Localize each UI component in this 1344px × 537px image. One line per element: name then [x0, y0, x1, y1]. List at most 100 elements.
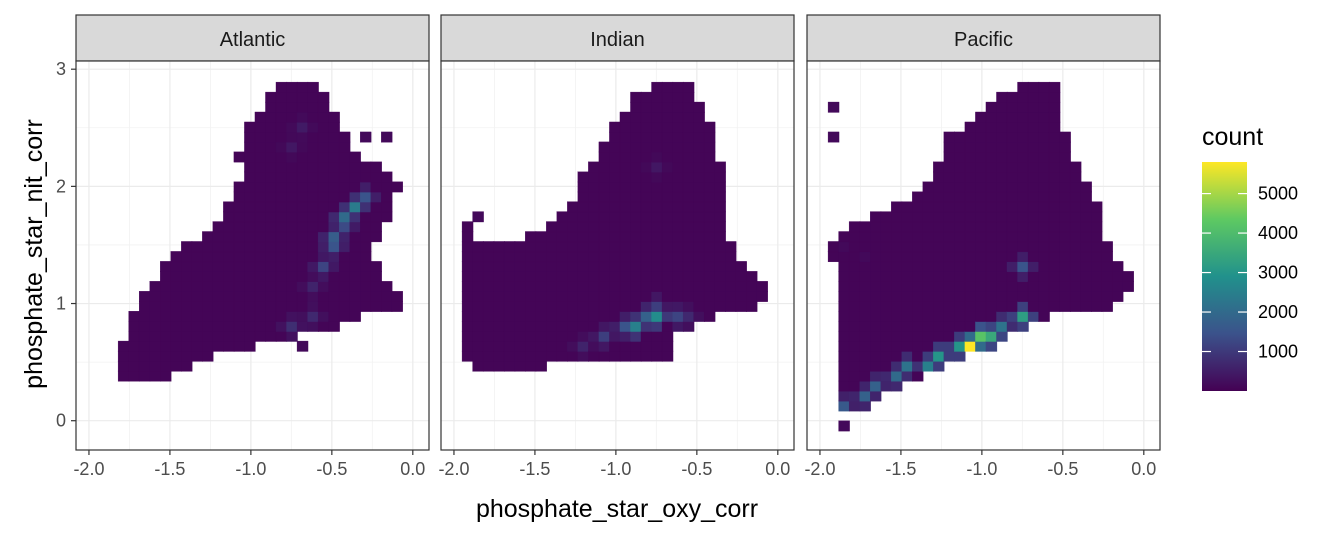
heatmap-bin	[212, 221, 225, 233]
heatmap-bin	[254, 181, 267, 193]
heatmap-bin	[1006, 320, 1019, 332]
heatmap-bin	[556, 251, 568, 263]
heatmap-bin	[714, 181, 726, 193]
heatmap-bin	[244, 320, 256, 332]
heatmap-bin	[954, 281, 966, 292]
heatmap-bin	[682, 91, 695, 103]
heatmap-bin	[619, 161, 632, 173]
heatmap-bin	[985, 171, 998, 183]
heatmap-bin	[714, 251, 726, 263]
heatmap-bin	[307, 211, 319, 223]
heatmap-bin	[640, 301, 653, 312]
heatmap-bin	[525, 311, 537, 322]
heatmap-bin	[212, 251, 225, 263]
heatmap-bin	[1027, 91, 1040, 103]
heatmap-bin	[619, 111, 632, 123]
heatmap-bin	[682, 301, 695, 312]
heatmap-bin	[202, 340, 214, 352]
heatmap-bin	[149, 330, 161, 342]
heatmap-bin	[933, 261, 945, 272]
heatmap-bin	[296, 101, 309, 113]
heatmap-bin	[703, 161, 716, 173]
heatmap-bin	[859, 311, 871, 322]
heatmap-bin	[191, 291, 203, 302]
heatmap-bin	[964, 181, 977, 193]
heatmap-bin	[996, 161, 1008, 173]
heatmap-bin	[577, 330, 590, 342]
heatmap-bin	[682, 101, 695, 113]
heatmap-bin	[328, 311, 340, 322]
heatmap-bin	[630, 281, 642, 292]
heatmap-bin	[472, 320, 484, 332]
heatmap-bin	[838, 380, 850, 392]
x-tick-label: -2.0	[804, 459, 835, 479]
heatmap-bin	[996, 231, 1008, 243]
heatmap-bin	[640, 201, 653, 213]
heatmap-bin	[461, 221, 474, 233]
heatmap-bin	[181, 271, 193, 282]
heatmap-bin	[275, 151, 288, 163]
heatmap-bin	[1038, 221, 1050, 233]
heatmap-bin	[714, 211, 726, 223]
heatmap-bin	[493, 261, 505, 272]
heatmap-bin	[1027, 311, 1040, 322]
heatmap-bin	[1101, 241, 1113, 253]
heatmap-bin	[891, 370, 903, 382]
heatmap-bin	[943, 241, 956, 253]
heatmap-bin	[349, 261, 361, 272]
heatmap-bin	[848, 350, 861, 362]
heatmap-bin	[964, 201, 977, 213]
heatmap-bin	[1017, 191, 1029, 203]
heatmap-bin	[577, 350, 590, 362]
heatmap-bin	[1112, 271, 1124, 282]
heatmap-bin	[212, 340, 225, 352]
heatmap-bin	[1080, 251, 1092, 263]
heatmap-bin	[349, 311, 361, 322]
heatmap-bin	[954, 231, 966, 243]
heatmap-bin	[1059, 151, 1071, 163]
heatmap-bin	[598, 301, 611, 312]
heatmap-bin	[1080, 231, 1092, 243]
heatmap-bin	[503, 251, 516, 263]
heatmap-bin	[233, 340, 246, 352]
heatmap-bin	[985, 191, 998, 203]
heatmap-bin	[307, 171, 319, 183]
heatmap-bin	[651, 131, 663, 143]
heatmap-bin	[859, 400, 871, 412]
x-tick-label: -1.0	[966, 459, 997, 479]
heatmap-bin	[181, 340, 193, 352]
heatmap-bin	[170, 291, 182, 302]
heatmap-bin	[1027, 191, 1040, 203]
heatmap-bin	[746, 291, 758, 302]
heatmap-bin	[1059, 231, 1071, 243]
heatmap-bin	[514, 350, 526, 362]
heatmap-bin	[1006, 231, 1019, 243]
heatmap-bin	[307, 261, 319, 272]
heatmap-bin	[943, 231, 956, 243]
heatmap-bin	[933, 231, 945, 243]
heatmap-bin	[1006, 291, 1019, 302]
heatmap-bin	[370, 191, 382, 203]
heatmap-bin	[503, 281, 516, 292]
heatmap-bin	[286, 81, 298, 93]
heatmap-bin	[514, 301, 526, 312]
heatmap-bin	[912, 251, 924, 263]
heatmap-bin	[296, 281, 309, 292]
heatmap-bin	[275, 271, 288, 282]
heatmap-bin	[848, 390, 861, 402]
heatmap-bin	[859, 390, 871, 402]
heatmap-bin	[588, 311, 600, 322]
heatmap-bin	[546, 231, 558, 243]
heatmap-bin	[609, 311, 621, 322]
heatmap-bin	[619, 251, 632, 263]
heatmap-bin	[682, 231, 695, 243]
heatmap-bin	[317, 261, 330, 272]
heatmap-bin	[149, 311, 161, 322]
heatmap-bin	[714, 301, 726, 312]
heatmap-bin	[975, 161, 987, 173]
heatmap-bin	[954, 131, 966, 143]
heatmap-bin	[933, 201, 945, 213]
heatmap-bin	[933, 301, 945, 312]
heatmap-bin	[265, 141, 277, 153]
heatmap-bin	[682, 251, 695, 263]
